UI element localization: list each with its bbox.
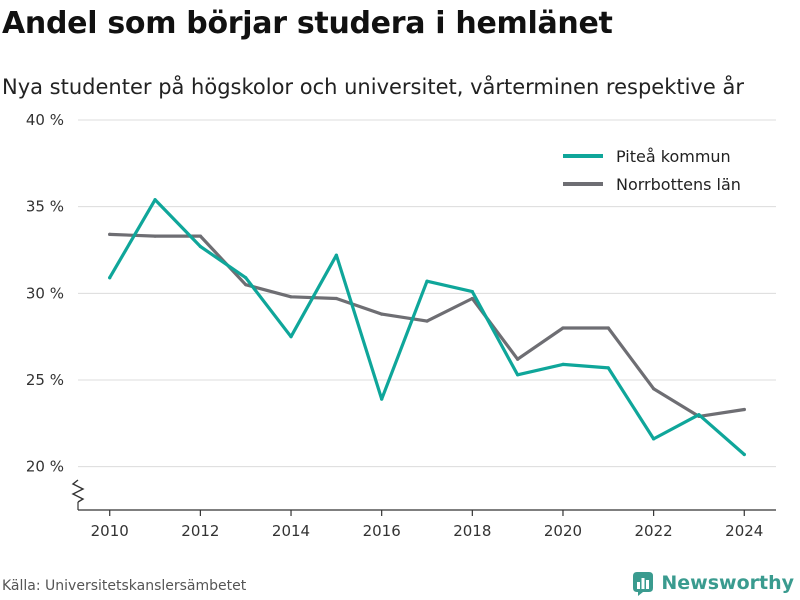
brand-logo[interactable]: Newsworthy — [631, 570, 794, 596]
gridlines — [78, 119, 776, 468]
axis-break-icon — [71, 479, 85, 503]
x-tick-label: 2014 — [272, 522, 310, 540]
chart-title: Andel som börjar studera i hemlänet — [2, 6, 613, 41]
y-tick-label: 40 % — [26, 111, 64, 129]
data-point — [742, 407, 746, 412]
data-point — [244, 276, 248, 280]
data-point — [108, 232, 112, 236]
legend-label: Norrbottens län — [616, 175, 741, 194]
data-point — [244, 283, 248, 287]
y-tick-label: 35 % — [26, 198, 64, 216]
legend-label: Piteå kommun — [616, 147, 731, 166]
y-tick-label: 25 % — [26, 371, 64, 389]
data-point — [153, 198, 157, 202]
data-point — [198, 244, 202, 249]
data-point — [697, 413, 701, 417]
y-tick-label: 30 % — [26, 284, 64, 302]
data-point — [561, 326, 565, 330]
x-tick-label: 2022 — [635, 522, 673, 540]
series-line-0 — [108, 198, 746, 457]
data-point — [380, 312, 384, 316]
data-point — [425, 279, 429, 283]
data-point — [289, 335, 293, 339]
brand-name: Newsworthy — [661, 572, 794, 594]
chart-subtitle: Nya studenter på högskolor och universit… — [2, 75, 744, 99]
x-tick-label: 2024 — [725, 522, 763, 540]
data-point — [606, 366, 610, 370]
series-line-1 — [108, 232, 746, 418]
x-tick-label: 2010 — [91, 522, 129, 540]
data-point — [108, 276, 112, 280]
bar-chart-icon — [633, 572, 654, 596]
data-point — [652, 437, 656, 441]
x-tick-label: 2012 — [181, 522, 219, 540]
x-tick-label: 2016 — [363, 522, 401, 540]
x-axis: 2010 2012 2014 2016 2018 2020 2022 2024 — [78, 509, 776, 540]
data-point — [425, 319, 429, 323]
data-point — [606, 326, 610, 330]
data-point — [380, 397, 384, 401]
data-point — [742, 452, 746, 457]
x-tick-label: 2020 — [544, 522, 582, 540]
data-point — [334, 296, 338, 301]
data-point — [470, 296, 474, 301]
data-point — [334, 253, 338, 257]
data-point — [652, 387, 656, 391]
data-point — [153, 234, 157, 238]
source-note: Källa: Universitetskanslersämbetet — [2, 578, 247, 594]
data-point — [470, 290, 474, 294]
data-point — [516, 357, 520, 361]
data-point — [289, 295, 293, 299]
legend: Piteå kommun Norrbottens län — [563, 147, 741, 194]
series-lines — [108, 198, 746, 457]
y-axis: 20 % 25 % 30 % 35 % 40 % — [26, 111, 85, 510]
data-point — [516, 373, 520, 377]
x-tick-label: 2018 — [453, 522, 491, 540]
y-tick-label: 20 % — [26, 458, 64, 476]
data-point — [198, 234, 202, 238]
data-point — [561, 362, 565, 366]
